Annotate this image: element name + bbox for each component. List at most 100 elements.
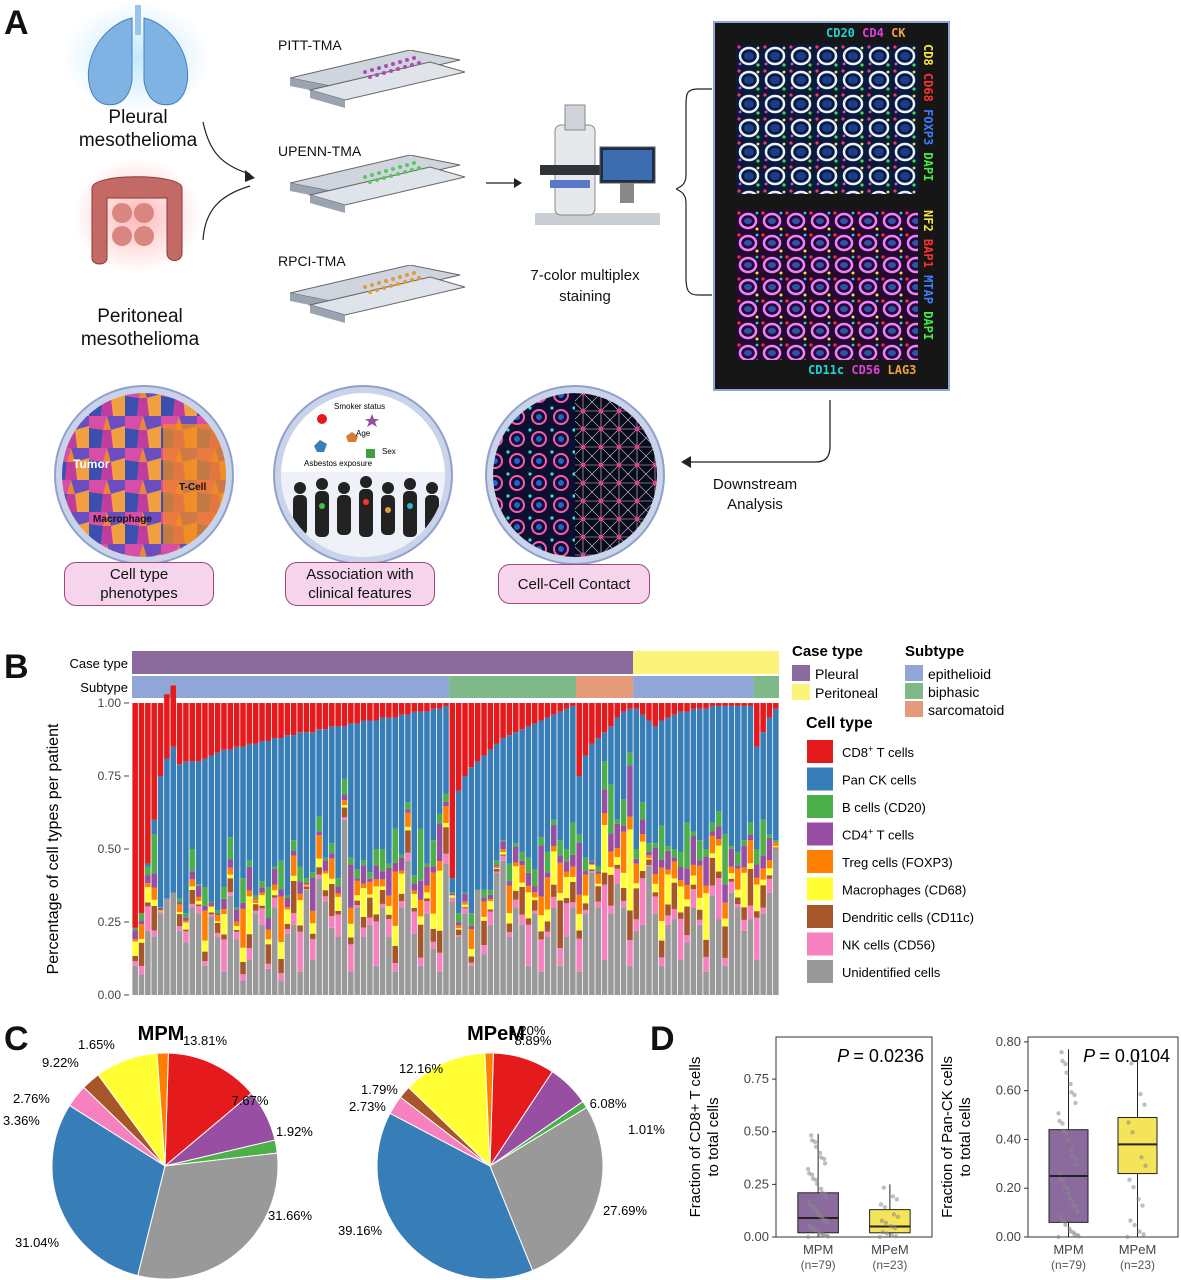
group-label: MPM <box>803 1242 833 1257</box>
bar-segment <box>329 853 335 859</box>
bar-segment <box>665 850 671 870</box>
bar-segment <box>386 905 392 915</box>
bar-segment <box>703 971 709 995</box>
bar-segment <box>367 917 373 925</box>
bar-segment <box>189 879 196 887</box>
data-point <box>1071 1230 1076 1235</box>
bar-segment <box>500 703 506 739</box>
bar-segment <box>551 851 557 885</box>
bar-segment <box>734 904 741 908</box>
bar-segment <box>138 703 145 914</box>
bar-segment <box>132 939 138 942</box>
bar-segment <box>411 703 418 712</box>
bar-segment <box>455 913 462 923</box>
bar-segment <box>214 915 221 922</box>
bar-segment <box>665 717 671 847</box>
bar-segment <box>576 703 582 776</box>
bar-segment <box>310 959 316 995</box>
bar-segment <box>481 901 487 917</box>
data-point <box>816 1230 822 1235</box>
bar-segment <box>329 927 335 995</box>
marker-cd56: CD56 <box>851 363 881 377</box>
tma-label-pitt: PITT-TMA <box>278 37 342 53</box>
bar-segment <box>582 909 589 914</box>
bar-segment <box>677 912 684 919</box>
bar-segment <box>335 703 341 727</box>
bar-segment <box>398 703 405 715</box>
macrophage-label: Macrophage <box>93 514 152 525</box>
bar-segment <box>392 703 399 718</box>
bar-segment <box>741 872 747 908</box>
bar-segment <box>373 921 379 966</box>
bar-segment <box>310 877 316 911</box>
y-axis-label: Fraction of Pan-CK cells <box>939 1056 956 1218</box>
marker-bap1: BAP1 <box>921 238 935 268</box>
bar-segment <box>398 901 405 908</box>
data-point <box>1063 1222 1068 1228</box>
bar-segment <box>639 841 646 871</box>
bar-segment <box>449 894 456 896</box>
bar-segment <box>208 916 215 995</box>
bar-segment <box>506 936 513 995</box>
bar-segment <box>246 866 253 891</box>
bar-segment <box>367 894 373 898</box>
data-point <box>1059 1049 1064 1055</box>
clinical-features-circle: Smoker status Age Sex Asbestos exposure <box>273 385 453 565</box>
bar-segment <box>715 811 722 827</box>
bar-segment <box>563 703 570 709</box>
bar-segment <box>658 920 665 941</box>
bar-segment <box>595 873 601 884</box>
bar-segment <box>734 851 741 866</box>
bar-segment <box>468 948 475 957</box>
bar-segment <box>525 703 532 727</box>
y-axis-label: Fraction of CD8+ T cells <box>687 1057 704 1218</box>
data-point <box>814 1208 820 1213</box>
y-axis-label: Percentage of cell types per patient <box>45 723 62 974</box>
bar-segment <box>430 866 437 873</box>
bar-segment <box>214 921 221 923</box>
bar-segment <box>652 726 659 844</box>
bar-segment <box>176 914 183 927</box>
bar-segment <box>297 703 303 733</box>
bar-segment <box>481 889 487 898</box>
legend-swatch <box>905 683 923 699</box>
data-point <box>1136 1197 1141 1202</box>
bar-segment <box>551 825 557 847</box>
bar-segment <box>576 776 582 835</box>
pie-slice-label: 2.73% <box>349 1099 386 1114</box>
bar-segment <box>493 871 500 873</box>
bar-segment <box>747 863 754 869</box>
legend-subtype-item: biphasic <box>928 684 979 700</box>
bar-segment <box>614 864 621 869</box>
data-point <box>880 1230 886 1235</box>
bar-segment <box>151 899 157 906</box>
bar-segment <box>715 826 722 840</box>
bar-segment <box>367 897 373 918</box>
data-point <box>818 1186 824 1192</box>
bar-segment <box>373 879 379 887</box>
bar-segment <box>271 895 278 898</box>
bar-segment <box>329 878 335 884</box>
bar-segment <box>715 845 722 872</box>
y-tick-label: 0.00 <box>744 1229 769 1244</box>
bar-segment <box>741 840 747 846</box>
bar-segment <box>424 901 430 914</box>
subtype-row-label: Subtype <box>80 680 128 695</box>
bar-segment <box>563 861 570 872</box>
bar-segment <box>589 703 595 744</box>
bar-segment <box>455 936 462 995</box>
bar-segment <box>512 847 519 863</box>
bar-segment <box>766 878 773 893</box>
bar-segment <box>189 903 196 908</box>
bar-segment <box>715 703 722 706</box>
bar-segment <box>214 936 221 995</box>
bar-segment <box>145 703 151 864</box>
bar-segment <box>329 883 335 916</box>
bar-segment <box>367 872 373 879</box>
bar-segment <box>189 889 196 904</box>
bar-segment <box>195 703 202 762</box>
bar-segment <box>405 830 411 853</box>
bar-segment <box>278 860 284 890</box>
bar-segment <box>462 907 468 909</box>
bar-segment <box>271 897 278 908</box>
